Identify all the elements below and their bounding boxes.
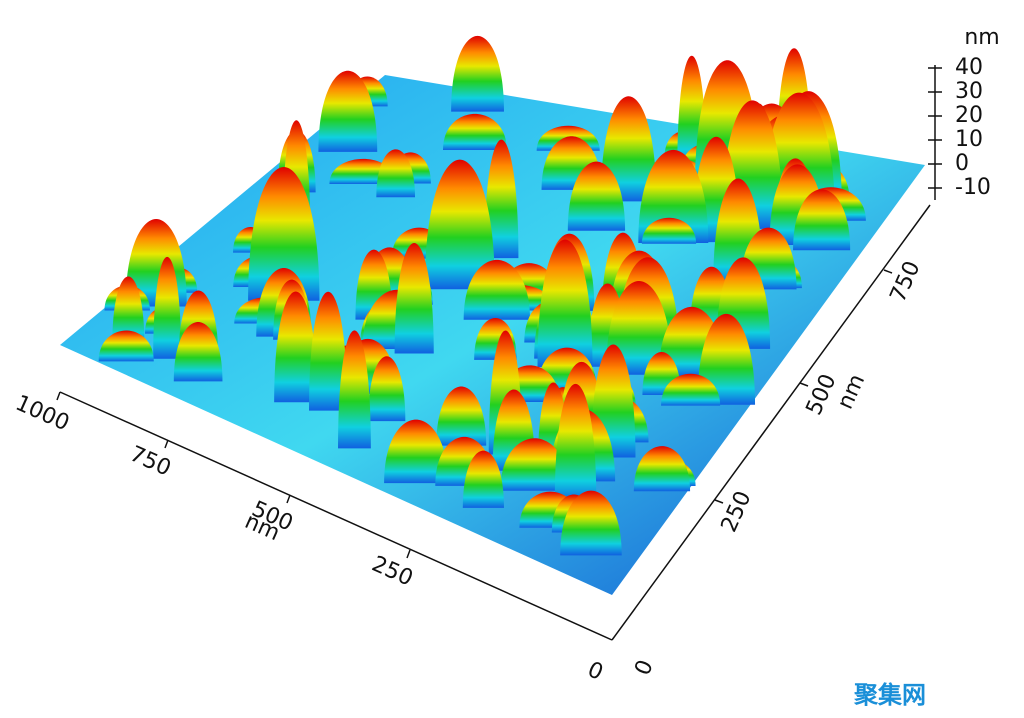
peak [338, 330, 371, 449]
peak [376, 149, 416, 198]
x-tick-label: 0 [584, 657, 607, 686]
peak [605, 280, 673, 375]
peak [153, 256, 182, 359]
peak [112, 276, 145, 346]
y-tick-label: 750 [886, 258, 926, 307]
peak [173, 321, 223, 382]
x-tick [286, 494, 291, 504]
peak [500, 438, 569, 491]
peak [633, 446, 691, 492]
z-tick-label: 20 [955, 103, 983, 128]
peak [462, 450, 504, 508]
peak [560, 490, 622, 556]
y-tick [883, 269, 893, 274]
peak [443, 113, 507, 150]
surface-peaks [98, 35, 866, 556]
x-tick [56, 391, 61, 401]
peak [98, 330, 154, 362]
peak [661, 373, 721, 406]
peak [436, 386, 487, 446]
peak [318, 70, 378, 152]
peak [384, 419, 448, 484]
z-tick-label: 0 [955, 151, 969, 176]
z-tick-label: 40 [955, 55, 983, 80]
z-tick-label: -10 [955, 175, 991, 200]
z-unit: nm [964, 25, 999, 50]
peak [274, 291, 318, 403]
x-axis [59, 391, 613, 641]
y-axis [611, 204, 931, 641]
x-tick-label: 1000 [12, 391, 73, 437]
z-tick-label: 30 [955, 79, 983, 104]
peak [600, 96, 657, 202]
x-tick [406, 549, 411, 559]
peak [484, 139, 519, 259]
peak [554, 383, 597, 503]
z-tick-label: 10 [955, 127, 983, 152]
peak [424, 159, 495, 290]
y-tick-label: 0 [630, 656, 659, 679]
y-tick [714, 499, 724, 504]
peak [463, 259, 531, 320]
peak [638, 149, 709, 243]
peak [697, 313, 756, 405]
y-unit: nm [833, 371, 870, 413]
peak [567, 161, 626, 231]
peak [793, 189, 851, 251]
peak [537, 239, 593, 368]
peak [368, 356, 406, 422]
y-tick [799, 382, 809, 387]
y-tick-label: 250 [717, 488, 757, 537]
x-tick-label: 750 [126, 442, 175, 482]
peak [641, 217, 697, 244]
peak [451, 35, 504, 112]
x-tick-label: 250 [368, 552, 417, 592]
x-tick [164, 439, 169, 449]
watermark: 聚集网 [853, 681, 926, 709]
peak [394, 243, 434, 354]
peak [248, 167, 320, 301]
peak [309, 291, 348, 411]
